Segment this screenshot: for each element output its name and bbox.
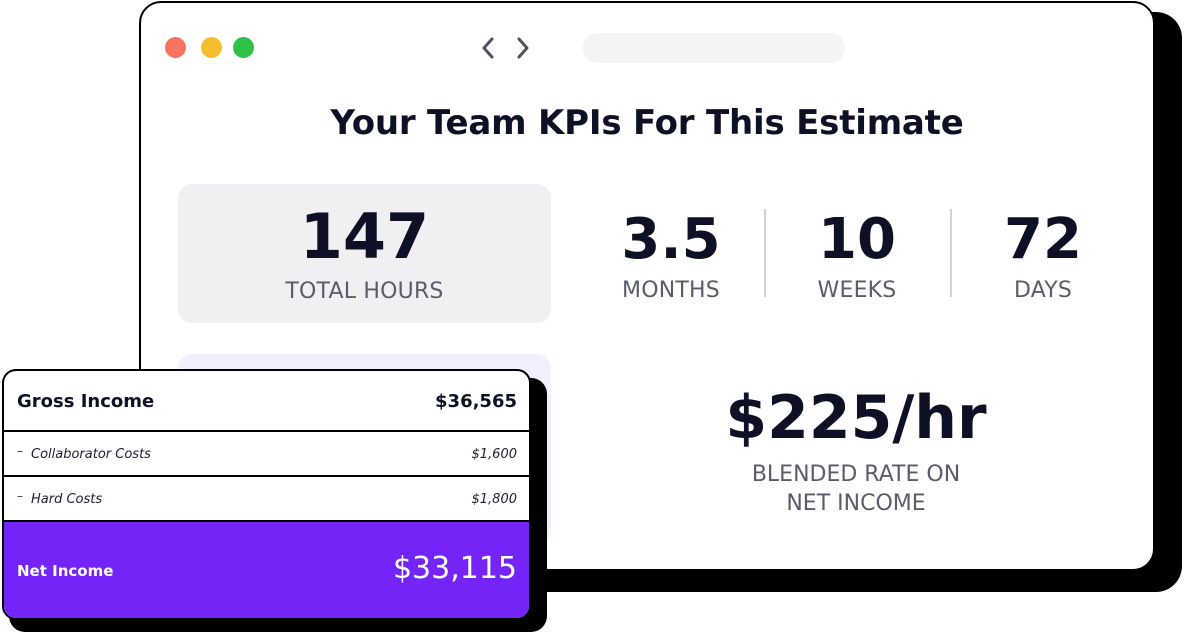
collaborator-costs-label: Collaborator Costs — [31, 447, 151, 462]
stat-divider — [950, 209, 952, 297]
gross-income-row: Gross Income $36,565 — [4, 371, 529, 432]
net-income-label: Net Income — [17, 562, 114, 580]
forward-button[interactable] — [512, 36, 534, 60]
months-label: MONTHS — [622, 278, 720, 303]
blended-rate-label: BLENDED RATE ON NET INCOME — [631, 460, 1081, 518]
weeks-label: WEEKS — [817, 278, 897, 303]
net-income-value: $33,115 — [392, 551, 517, 586]
days-value: 72 — [1004, 207, 1082, 272]
days-label: DAYS — [1013, 278, 1073, 303]
net-income-row: Net Income $33,115 — [4, 522, 529, 618]
hard-costs-value: $1,800 — [471, 492, 518, 507]
maximize-window-button[interactable] — [233, 37, 254, 58]
weeks-stat: 10 WEEKS — [764, 208, 950, 308]
blended-rate-label-line2: NET INCOME — [786, 491, 926, 516]
blended-rate-value: $225/hr — [725, 383, 987, 453]
gross-income-label: Gross Income — [17, 391, 155, 412]
cost-row-collaborator: – Collaborator Costs $1,600 — [4, 432, 529, 477]
minimize-window-button[interactable] — [201, 37, 222, 58]
total-hours-label: TOTAL HOURS — [285, 279, 444, 304]
dash-icon: – — [17, 444, 23, 458]
total-hours-card: 147 TOTAL HOURS — [178, 184, 551, 323]
address-bar[interactable] — [583, 33, 845, 63]
gross-income-value: $36,565 — [435, 391, 517, 412]
months-stat: 3.5 MONTHS — [578, 208, 764, 308]
days-stat: 72 DAYS — [950, 208, 1136, 308]
hard-costs-label: Hard Costs — [31, 492, 103, 507]
months-value: 3.5 — [621, 207, 721, 272]
stat-divider — [764, 209, 766, 297]
income-card: Gross Income $36,565 – Collaborator Cost… — [2, 369, 531, 620]
total-hours-value: 147 — [299, 200, 430, 273]
collaborator-costs-value: $1,600 — [471, 447, 518, 462]
blended-rate-label-line1: BLENDED RATE ON — [751, 462, 961, 487]
page-title: Your Team KPIs For This Estimate — [330, 103, 964, 143]
chevron-left-icon — [482, 37, 494, 59]
chevron-right-icon — [517, 37, 529, 59]
back-button[interactable] — [477, 36, 499, 60]
cost-row-hard: – Hard Costs $1,800 — [4, 477, 529, 522]
dash-icon: – — [17, 489, 23, 503]
weeks-value: 10 — [818, 207, 896, 272]
close-window-button[interactable] — [165, 37, 186, 58]
